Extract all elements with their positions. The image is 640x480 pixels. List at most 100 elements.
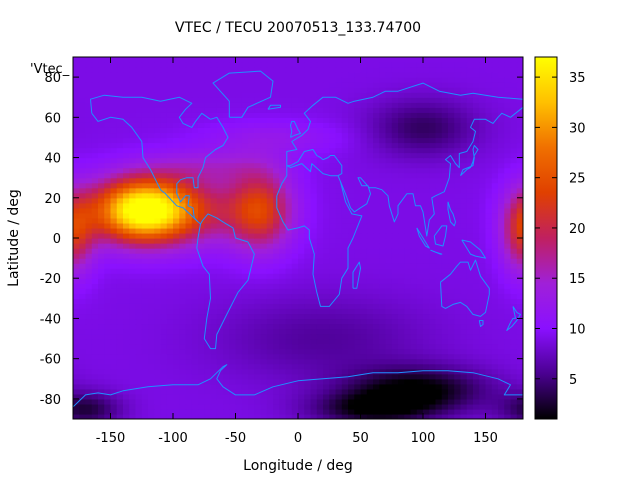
heat-cell [385,82,393,88]
heat-cell [416,298,424,304]
heat-cell [366,187,374,194]
heat-cell [441,87,449,93]
heat-cell [198,202,205,209]
heat-cell [466,338,474,345]
heat-cell [173,167,180,174]
heat-cell [298,348,305,355]
heat-cell [229,187,237,194]
heat-cell [416,132,424,139]
heat-cell [291,258,299,264]
heat-cell [423,298,430,304]
heat-cell [173,147,180,154]
heat-cell [148,162,155,169]
heat-cell [441,162,449,169]
heat-cell [429,187,437,194]
heat-cell [466,358,474,365]
heat-cell [73,383,80,390]
heat-cell [185,182,193,189]
heat-cell [516,82,523,88]
heat-cell [123,217,130,224]
heat-cell [504,378,512,385]
heat-cell [385,368,393,375]
heat-cell [366,288,374,294]
heat-cell [216,87,224,93]
heat-cell [154,393,162,400]
heat-cell [379,92,387,98]
heat-cell [91,182,99,189]
heat-cell [466,363,474,370]
heat-cell [73,323,80,330]
heat-cell [129,112,137,118]
heat-cell [354,232,362,239]
heat-cell [485,393,493,400]
heat-cell [198,353,205,360]
heat-cell [448,288,455,294]
heat-cell [98,182,105,189]
heat-cell [291,222,299,229]
heat-cell [366,333,374,340]
heat-cell [179,142,187,149]
heat-cell [73,232,80,239]
heat-cell [360,403,368,410]
heat-cell [260,253,268,259]
heat-cell [266,147,274,154]
heat-cell [291,413,299,419]
heat-cell [304,348,312,355]
heat-cell [485,323,493,330]
heat-cell [110,248,118,254]
heat-cell [429,92,437,98]
heat-cell [466,248,474,254]
heat-cell [160,308,168,315]
heat-cell [129,383,137,390]
heat-cell [273,348,280,355]
heat-cell [373,308,380,315]
heat-cell [423,77,430,83]
heat-cell [141,273,149,279]
heat-cell [391,197,399,204]
heat-cell [210,253,218,259]
heat-cell [216,243,224,249]
heat-cell [229,363,237,370]
heat-cell [291,207,299,214]
heat-cell [166,167,174,174]
heat-cell [466,127,474,134]
heat-cell [279,127,287,134]
heat-cell [160,288,168,294]
heat-cell [460,232,468,239]
heat-cell [335,288,343,294]
heat-cell [391,157,399,164]
heat-cell [104,243,112,249]
heat-cell [479,358,487,365]
heat-cell [79,293,87,299]
heat-cell [498,343,505,350]
heat-cell [479,147,487,154]
heat-cell [323,293,330,299]
heat-cell [416,112,424,118]
heat-cell [391,303,399,309]
heat-cell [123,343,130,350]
heat-cell [216,393,224,400]
heat-cell [185,268,193,274]
heat-cell [454,343,462,350]
heat-cell [429,227,437,234]
heat-cell [410,122,418,128]
heat-cell [454,398,462,405]
heat-cell [116,82,124,88]
heat-cell [210,137,218,144]
heat-cell [310,77,318,83]
heat-cell [310,197,318,204]
heat-cell [141,278,149,284]
heat-cell [348,253,355,259]
heat-cell [416,177,424,184]
heat-cell [129,278,137,284]
heat-cell [273,243,280,249]
heat-cell [129,348,137,355]
heat-cell [435,343,443,350]
heat-cell [391,182,399,189]
heat-cell [273,308,280,315]
heat-cell [160,67,168,73]
heat-cell [291,192,299,199]
heat-cell [198,177,205,184]
heat-cell [179,182,187,189]
heat-cell [510,298,518,304]
